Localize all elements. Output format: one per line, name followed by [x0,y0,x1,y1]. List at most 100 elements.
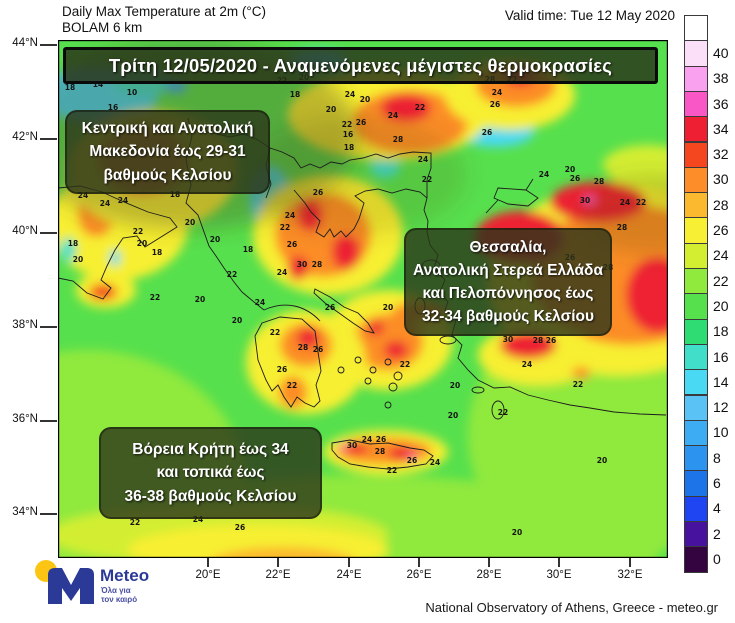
colorbar-value-label: 4 [713,500,721,517]
contour-value-label: 24 [388,111,398,120]
colorbar-value-label: 32 [713,146,729,163]
contour-value-label: 24 [100,199,110,208]
island-outline [471,386,485,394]
contour-value-label: 26 [235,523,245,532]
island-outline [337,366,345,374]
contour-value-label: 24 [255,298,265,307]
callout-line: 32-34 βαθμούς Κελσίου [421,308,595,326]
lat-tick [40,326,57,328]
lat-tick-label: 34°N [12,506,38,518]
colorbar-cell [684,546,708,573]
contour-value-label: 20 [383,303,393,312]
island-outline [384,401,392,409]
contour-value-label: 18 [152,248,162,257]
callout-box: Θεσσαλία, Ανατολική Στερεά Ελλάδα και Πελο… [404,228,612,336]
colorbar-cell [684,242,708,269]
temp-blob [332,234,360,270]
contour-value-label: 18 [344,143,354,152]
footer-credit: National Observatory of Athens, Greece -… [425,600,718,615]
contour-value-label: 24 [539,170,549,179]
colorbar-value-label: 18 [713,323,729,340]
map-title: Daily Max Temperature at 2m (°C) BOLAM 6… [62,4,266,36]
colorbar-cell [684,419,708,447]
contour-value-label: 20 [597,456,607,465]
colorbar-value-label: 34 [713,120,729,137]
colorbar-value-label: 6 [713,475,721,492]
colorbar-value-label: 20 [713,297,729,314]
colorbar-cell [684,318,708,345]
map-border [58,40,668,558]
lat-tick-label: 36°N [12,413,38,425]
coastline-path [525,178,534,191]
colorbar-cell [684,90,708,118]
contour-value-label: 22 [150,293,160,302]
contour-value-label: 22 [133,227,143,236]
island-outline [491,400,505,420]
title-line-1: Daily Max Temperature at 2m (°C) [62,4,266,19]
callout-line: Μακεδονία έως 29-31 [89,143,246,161]
lon-tick [629,558,631,567]
callout-line: Θεσσαλία, [469,238,547,256]
island-outline [384,358,392,366]
contour-value-label: 22 [400,360,410,369]
lat-tick-label: 38°N [12,319,38,331]
contour-value-label: 22 [573,380,583,389]
colorbar-cell [684,445,708,472]
island-outline [393,371,403,381]
contour-value-label: 26 [313,188,323,197]
colorbar-value-label: 2 [713,525,721,542]
lon-tick [488,558,490,567]
contour-value-label: 26 [376,435,386,444]
contour-value-label: 24 [492,88,502,97]
colorbar-cell [684,166,708,194]
temp-blob [60,238,76,262]
contour-value-label: 14 [93,80,103,89]
coastline-path [58,185,178,300]
coastline-path [263,304,321,322]
lon-tick-label: 32°E [617,569,643,581]
colorbar-value-label: 14 [713,373,729,390]
contour-value-label: 24 [78,191,88,200]
contour-value-label: 20 [326,105,336,114]
contour-value-label: 18 [65,83,75,92]
title-line-2: BOLAM 6 km [62,20,143,35]
lat-tick [40,513,57,515]
colorbar-value-label: 24 [713,247,729,264]
temp-blob [345,442,367,454]
island-outline [364,377,372,385]
lon-tick-label: 28°E [476,569,502,581]
colorbar-value-label: 12 [713,399,729,416]
contour-value-label: 24 [522,360,532,369]
contour-value-label: 16 [108,103,118,112]
colorbar-value-label: 0 [713,550,721,567]
callout-line: Κεντρική και Ανατολική [81,120,254,138]
colorbar-value-label: 40 [713,44,729,61]
lat-tick [40,44,57,46]
colorbar-value-label: 36 [713,95,729,112]
contour-value-label: 26 [277,365,287,374]
temp-blob [384,341,408,359]
contour-value-label: 26 [490,100,500,109]
colorbar-value-label: 8 [713,449,721,466]
logo-brand-text: Meteo [100,566,150,585]
colorbar-cell [684,141,708,168]
callout-box: Βόρεια Κρήτη έως 34 και τοπικά έως 36-38 β… [99,427,322,519]
contour-value-label: 26 [287,240,297,249]
colorbar-value-label: 38 [713,70,729,87]
lat-tick [40,138,57,140]
colorbar-value-label: 10 [713,424,729,441]
contour-value-label: 20 [565,165,575,174]
contour-value-label: 18 [290,90,300,99]
temp-blob [288,256,308,280]
callout-line: Ανατολική Στερεά Ελλάδα [412,261,603,279]
contour-value-label: 20 [195,295,205,304]
contour-value-label: 20 [73,255,83,264]
temp-blob [339,444,347,450]
temp-blob [89,284,117,300]
colorbar-cell [684,65,708,92]
logo-m-icon [48,568,94,604]
contour-value-label: 22 [422,175,432,184]
contour-value-label: 28 [375,447,385,456]
callout-line: και τοπικά έως [156,464,265,482]
contour-value-label: 22 [636,198,646,207]
